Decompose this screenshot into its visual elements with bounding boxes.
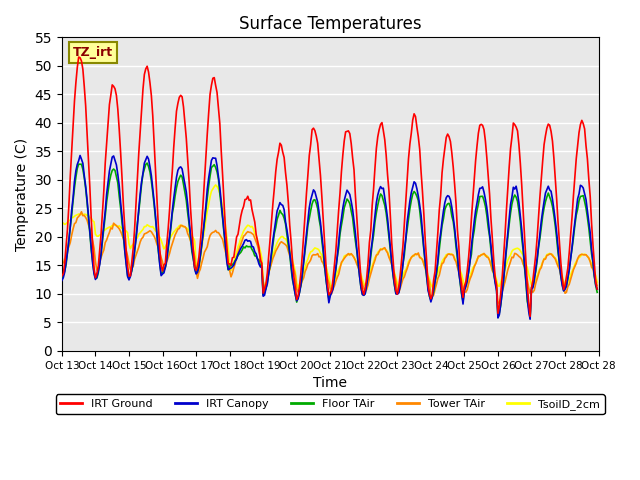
X-axis label: Time: Time (313, 376, 348, 390)
Title: Surface Temperatures: Surface Temperatures (239, 15, 422, 33)
Y-axis label: Temperature (C): Temperature (C) (15, 138, 29, 251)
Legend: IRT Ground, IRT Canopy, Floor TAir, Tower TAir, TsoilD_2cm: IRT Ground, IRT Canopy, Floor TAir, Towe… (56, 395, 605, 414)
Text: TZ_irt: TZ_irt (72, 46, 113, 59)
